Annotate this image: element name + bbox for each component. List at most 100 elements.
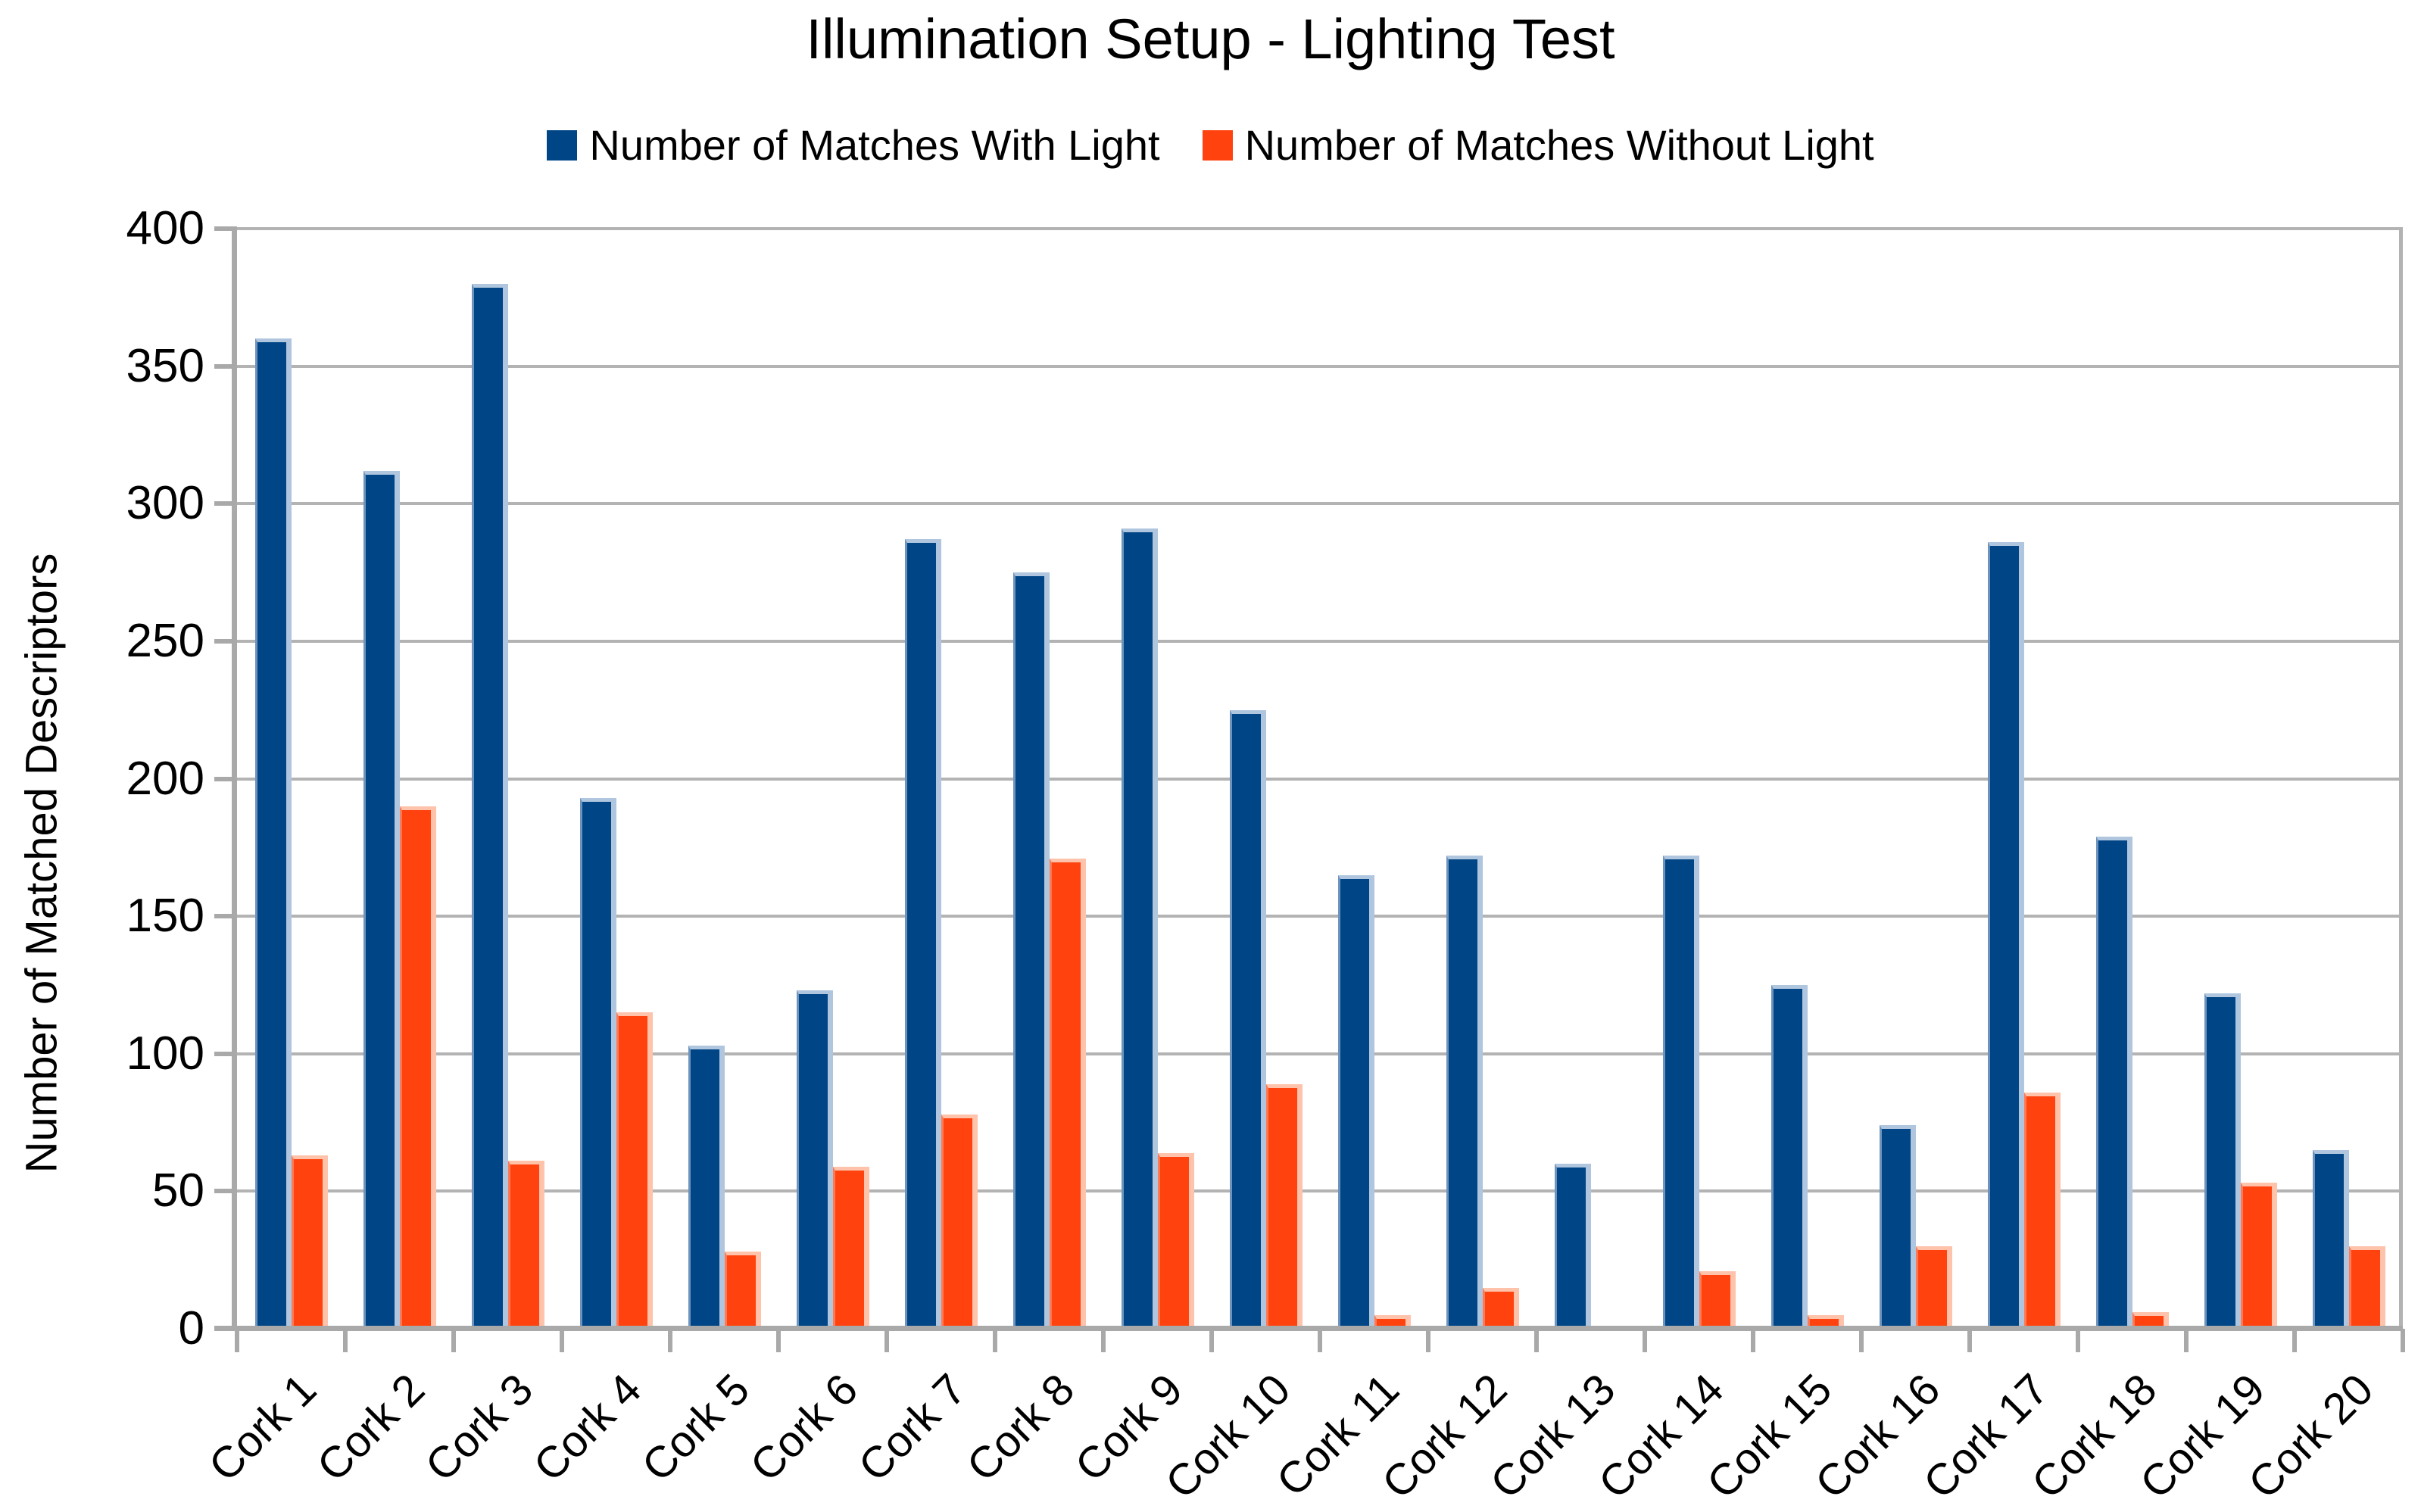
x-axis-tick [1967, 1329, 1972, 1352]
bar-with-light [1337, 874, 1374, 1329]
bar-group [670, 229, 778, 1329]
bar-with-light [1771, 984, 1808, 1329]
bar-group [778, 229, 887, 1329]
legend-swatch-without-light-icon [1202, 130, 1233, 161]
x-axis-line [214, 1326, 2403, 1331]
gridline [237, 639, 2403, 643]
x-axis-tick [1318, 1329, 1322, 1352]
x-axis-tick [1751, 1329, 1755, 1352]
bar-without-light [1482, 1287, 1519, 1329]
bar-without-light [724, 1252, 761, 1329]
x-axis-tick [884, 1329, 889, 1352]
bar-with-light [688, 1045, 725, 1329]
y-axis-tick [214, 1189, 237, 1194]
bar-with-light [363, 470, 400, 1329]
bar-without-light [1699, 1270, 1736, 1329]
x-tick-label: Cork 7 [848, 1364, 975, 1492]
bar-group [1753, 229, 1861, 1329]
x-axis-tick [1643, 1329, 1647, 1352]
y-tick-label: 400 [126, 202, 204, 254]
legend-label-without-light: Number of Matches Without Light [1244, 121, 1874, 169]
y-axis-tick [214, 1051, 237, 1056]
x-tick-label: Cork 2 [307, 1364, 434, 1492]
y-tick-label: 250 [126, 614, 204, 667]
bar-with-light [254, 338, 292, 1329]
x-axis-tick [2401, 1329, 2405, 1352]
y-axis-title: Number of Matched Descriptors [17, 553, 67, 1174]
y-tick-label: 100 [126, 1027, 204, 1080]
y-tick-label: 200 [126, 752, 204, 805]
gridline [237, 364, 2403, 368]
x-axis-tick [1426, 1329, 1430, 1352]
bar-without-light [399, 806, 436, 1329]
gridline [237, 227, 2403, 230]
bar-with-light [2204, 993, 2241, 1329]
bar-with-light [2095, 836, 2132, 1329]
legend-swatch-with-light-icon [547, 130, 578, 161]
bar-with-light [1662, 856, 1699, 1329]
chart-title: Illumination Setup - Lighting Test [806, 8, 1615, 70]
bar-group [2078, 229, 2186, 1329]
bar-without-light [2023, 1092, 2061, 1329]
x-axis-tick [2184, 1329, 2189, 1352]
legend-item-without-light: Number of Matches Without Light [1202, 121, 1874, 170]
bar-group [995, 229, 1103, 1329]
x-tick-label: Cork 4 [523, 1364, 650, 1492]
y-tick-label: 50 [152, 1164, 204, 1217]
y-tick-label: 0 [178, 1302, 204, 1355]
bar-with-light [1987, 542, 2024, 1329]
bar-group [1428, 229, 1537, 1329]
x-axis-tick [451, 1329, 456, 1352]
bar-without-light [1265, 1083, 1303, 1329]
gridline [237, 915, 2403, 918]
bar-without-light [941, 1114, 978, 1329]
x-axis-tick [2076, 1329, 2080, 1352]
bar-without-light [1157, 1152, 1194, 1329]
y-tick-label: 300 [126, 477, 204, 530]
bar-with-light [1229, 709, 1266, 1329]
x-axis-tick [668, 1329, 672, 1352]
gridline [237, 777, 2403, 781]
bar-groups [237, 229, 2403, 1329]
bar-with-light [471, 283, 508, 1329]
bar-group [237, 229, 345, 1329]
x-tick-label: Cork 3 [415, 1364, 542, 1492]
bar-without-light [1049, 858, 1086, 1329]
bar-group [887, 229, 995, 1329]
bar-group [1103, 229, 1212, 1329]
plot-area: 0 50 100 150 200 250 300 350 400 Cork 1 Cork 2 Cork… [126, 202, 2405, 1508]
bar-with-light [1121, 528, 1158, 1329]
x-axis-tick [1209, 1329, 1214, 1352]
bar-group [1320, 229, 1428, 1329]
y-axis-tick [214, 638, 237, 644]
x-tick-label: Cork 5 [632, 1364, 759, 1492]
bar-with-light [579, 797, 616, 1329]
bar-group [562, 229, 670, 1329]
legend-item-with-light: Number of Matches With Light [547, 121, 1160, 170]
x-axis-tick [776, 1329, 781, 1352]
gridline [237, 1189, 2403, 1193]
legend: Number of Matches With Light Number of M… [0, 121, 2421, 170]
x-tick-label: Cork 6 [740, 1364, 867, 1492]
plot-right-border [2399, 229, 2403, 1329]
bar-with-light [1446, 856, 1483, 1329]
x-axis-tick [993, 1329, 997, 1352]
y-tick-label: 350 [126, 339, 204, 392]
y-axis-tick [214, 776, 237, 781]
bar-group [454, 229, 562, 1329]
x-axis-tick [1859, 1329, 1864, 1352]
bar-without-light [2132, 1312, 2169, 1329]
bar-group [1861, 229, 1970, 1329]
y-axis-tick [214, 1327, 237, 1331]
bar-group [2186, 229, 2295, 1329]
bar-without-light [1915, 1246, 1952, 1329]
x-axis-tick [2292, 1329, 2297, 1352]
bar-without-light [1374, 1314, 1411, 1329]
bar-group [2295, 229, 2403, 1329]
bar-group [345, 229, 454, 1329]
y-axis-tick [214, 914, 237, 919]
y-axis-tick [214, 501, 237, 507]
bar-with-light [904, 539, 941, 1329]
gridline [237, 502, 2403, 506]
